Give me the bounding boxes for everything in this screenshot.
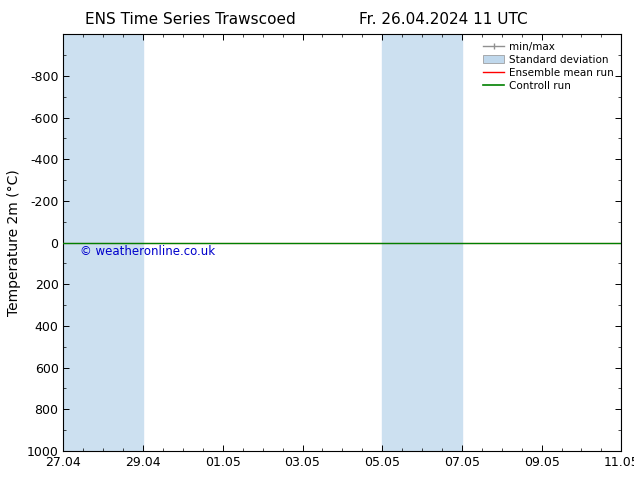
Bar (382, 34, 462, 451)
Text: Fr. 26.04.2024 11 UTC: Fr. 26.04.2024 11 UTC (359, 12, 528, 27)
Legend: min/max, Standard deviation, Ensemble mean run, Controll run: min/max, Standard deviation, Ensemble me… (479, 37, 618, 95)
Bar (63, 34, 143, 451)
Text: © weatheronline.co.uk: © weatheronline.co.uk (80, 245, 216, 258)
Y-axis label: Temperature 2m (°C): Temperature 2m (°C) (7, 169, 21, 316)
Bar (621, 34, 634, 451)
Text: ENS Time Series Trawscoed: ENS Time Series Trawscoed (85, 12, 295, 27)
